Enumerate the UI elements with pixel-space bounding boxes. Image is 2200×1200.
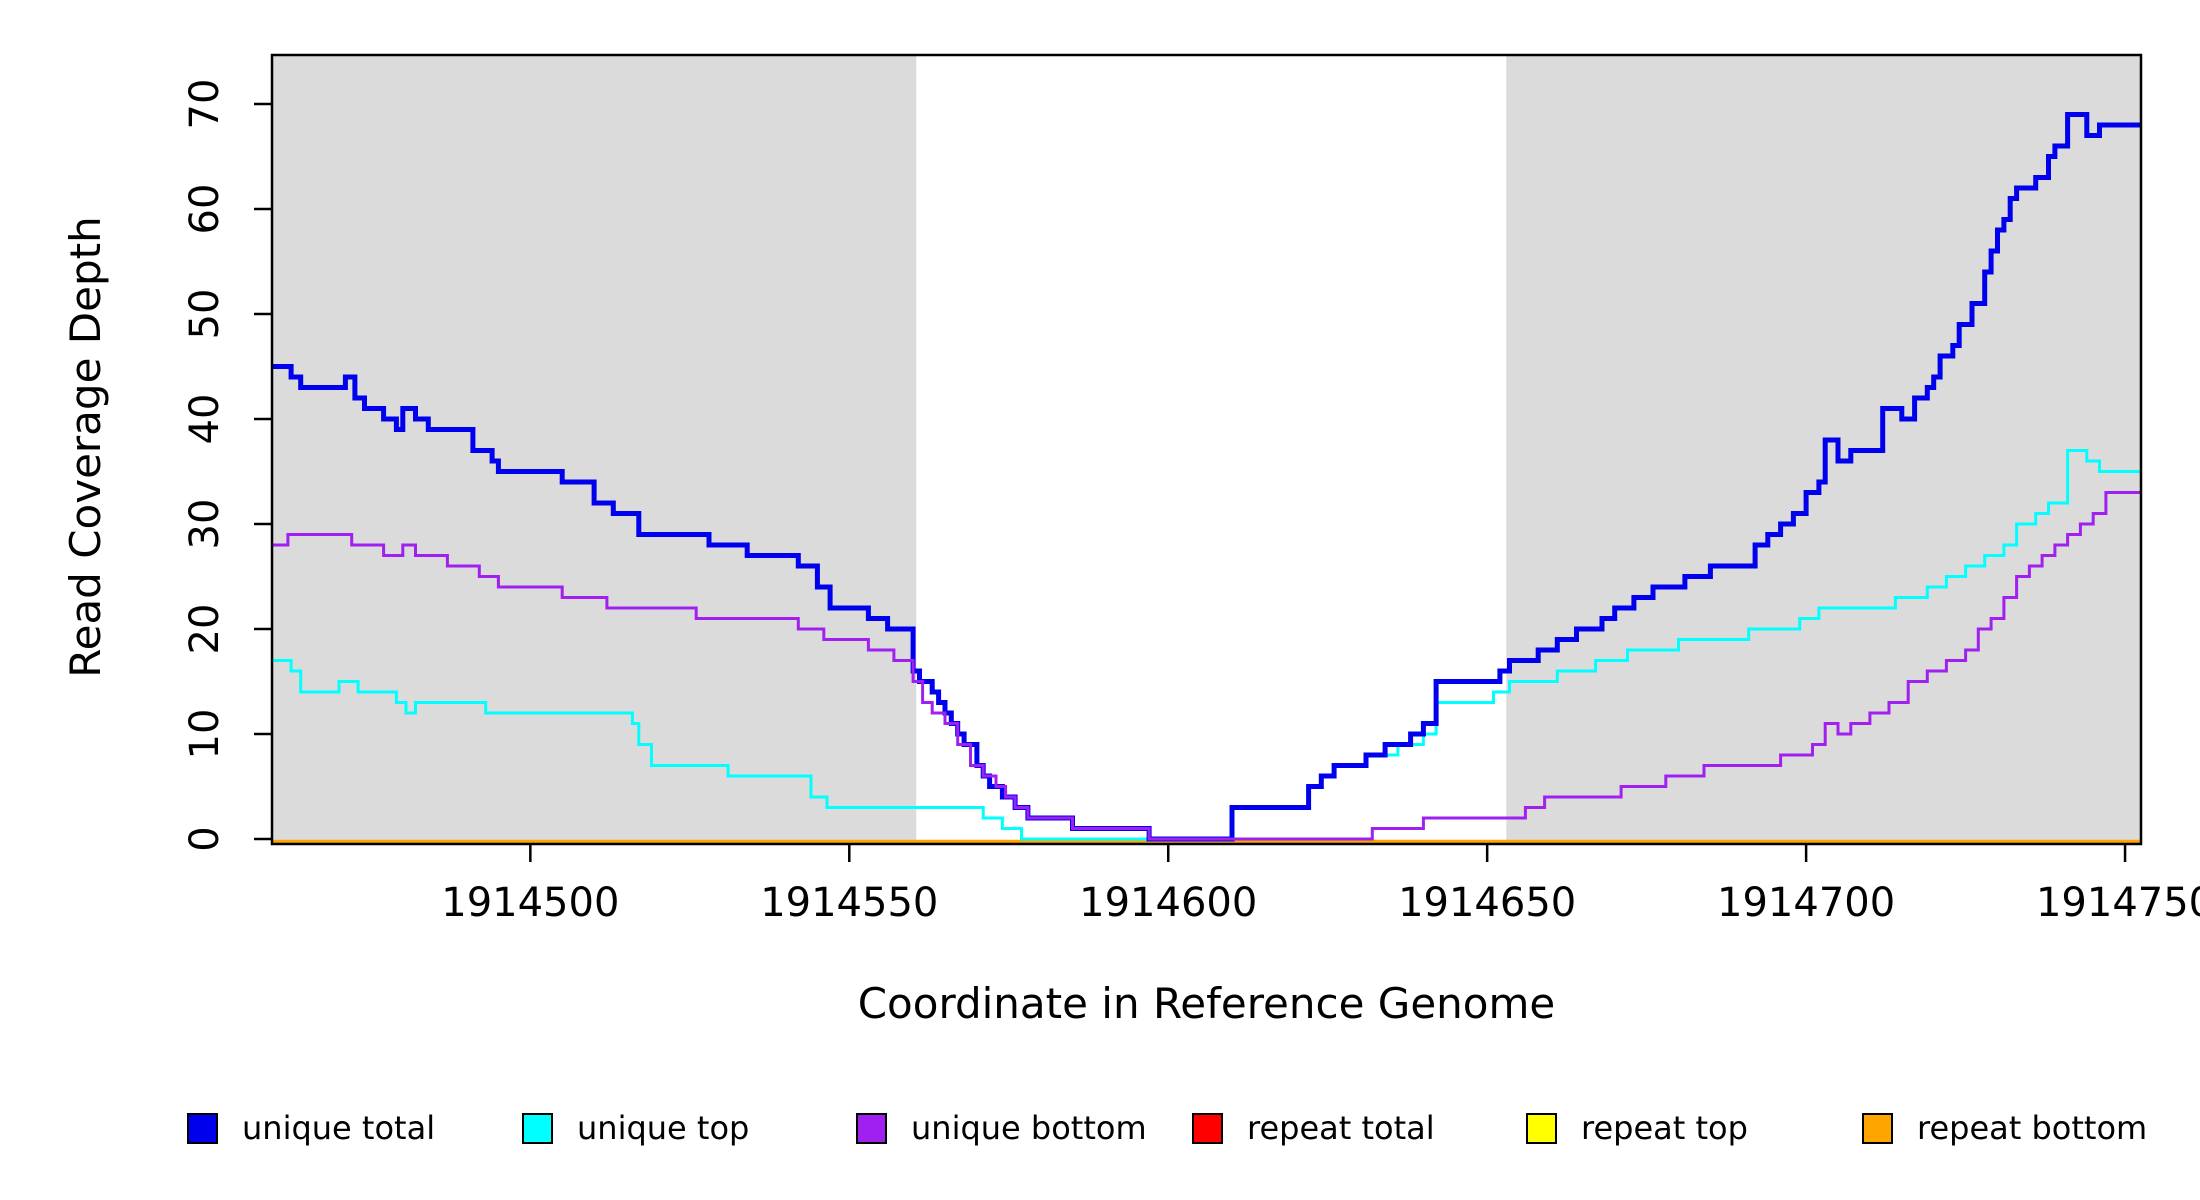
legend-label: repeat total <box>1247 1109 1435 1147</box>
y-tick-label: 50 <box>182 289 228 340</box>
legend-item-repeat-bottom: repeat bottom <box>1862 1104 2147 1152</box>
legend-item-repeat-top: repeat top <box>1526 1104 1748 1152</box>
legend-swatch-unique-total <box>187 1112 218 1144</box>
y-axis-title: Read Coverage Depth <box>61 216 110 677</box>
series-path-unique-bottom <box>272 491 2141 841</box>
y-tick-label: 30 <box>182 499 228 550</box>
y-tick-label: 0 <box>182 826 228 851</box>
legend-label: unique top <box>577 1109 750 1147</box>
legend-item-repeat-total: repeat total <box>1192 1104 1435 1152</box>
legend-swatch-repeat-top <box>1526 1112 1557 1144</box>
legend-label: repeat top <box>1581 1109 1748 1147</box>
x-tick-label: 1914650 <box>1398 880 1576 926</box>
y-tick-label: 10 <box>182 709 228 760</box>
x-tick-label: 1914750 <box>2036 880 2200 926</box>
legend-label: unique bottom <box>911 1109 1147 1147</box>
x-tick-label: 1914550 <box>760 880 938 926</box>
series-path-unique-total <box>272 112 2141 842</box>
plot-legend: unique total unique top unique bottom repea… <box>0 1104 2200 1160</box>
plot-border <box>270 53 2143 846</box>
x-axis-title: Coordinate in Reference Genome <box>858 979 1556 1028</box>
legend-swatch-unique-bottom <box>856 1112 887 1144</box>
legend-swatch-unique-top <box>522 1112 553 1144</box>
x-tick-label: 1914600 <box>1079 880 1257 926</box>
legend-swatch-repeat-bottom <box>1862 1112 1893 1144</box>
legend-item-unique-bottom: unique bottom <box>856 1104 1147 1152</box>
y-tick-label: 60 <box>182 184 228 235</box>
legend-item-unique-top: unique top <box>522 1104 749 1152</box>
y-tick-label: 70 <box>182 79 228 130</box>
y-tick-label: 20 <box>182 604 228 655</box>
legend-item-unique-total: unique total <box>187 1104 435 1152</box>
legend-label: repeat bottom <box>1917 1109 2148 1147</box>
legend-label: unique total <box>242 1109 436 1147</box>
left-gray-band <box>272 55 917 844</box>
legend-swatch-repeat-total <box>1192 1112 1223 1144</box>
y-tick-label: 40 <box>182 394 228 445</box>
x-tick-label: 1914700 <box>1717 880 1895 926</box>
x-tick-label: 1914500 <box>441 880 619 926</box>
